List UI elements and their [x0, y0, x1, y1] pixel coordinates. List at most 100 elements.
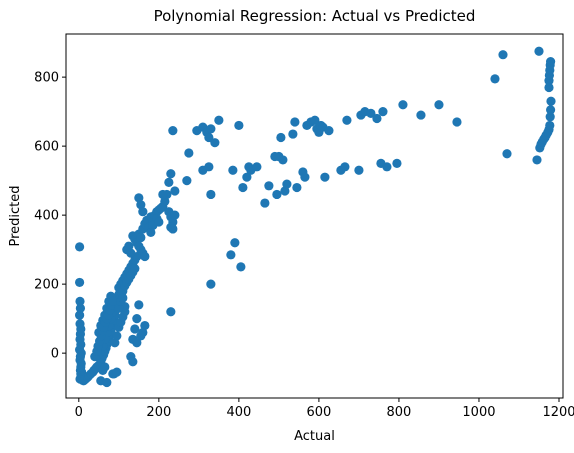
scatter-point [164, 177, 174, 187]
chart-title: Polynomial Regression: Actual vs Predict… [154, 7, 476, 25]
scatter-point [546, 57, 556, 67]
scatter-point [372, 113, 382, 124]
scatter-point [75, 277, 85, 288]
y-tick-label: 400 [34, 209, 59, 224]
scatter-point [234, 120, 244, 131]
scatter-point [140, 251, 150, 262]
scatter-point [108, 296, 118, 306]
scatter-point [238, 182, 248, 193]
scatter-point [136, 232, 146, 243]
scatter-point [166, 169, 176, 179]
points-layer [75, 46, 556, 388]
scatter-point [146, 227, 156, 237]
x-tick-label: 1200 [542, 405, 574, 420]
scatter-point [260, 198, 270, 208]
scatter-point [532, 155, 542, 165]
scatter-point [112, 331, 122, 341]
scatter-point [242, 172, 252, 182]
scatter-point [228, 165, 238, 175]
scatter-point [288, 129, 298, 139]
scatter-point [392, 158, 402, 168]
scatter-point [502, 149, 512, 159]
scatter-point [128, 357, 138, 367]
scatter-point [75, 310, 85, 320]
scatter-point [130, 324, 140, 334]
scatter-point [112, 367, 122, 377]
scatter-point [210, 138, 220, 148]
y-axis-label: Predicted [8, 185, 23, 246]
scatter-point [138, 207, 148, 217]
ticks-layer: 0 200 400 600 800 1000 1200 0 200 400 600 800 [34, 71, 574, 420]
scatter-point [154, 217, 164, 227]
scatter-point [545, 120, 555, 131]
scatter-point [214, 115, 224, 125]
scatter-point [100, 362, 110, 372]
y-tick-label: 0 [51, 347, 59, 362]
scatter-point [75, 296, 85, 306]
scatter-point [230, 238, 240, 248]
scatter-point [204, 132, 214, 143]
x-tick-label: 800 [387, 405, 412, 420]
scatter-point [282, 179, 292, 189]
scatter-point [170, 186, 180, 196]
scatter-point [114, 303, 124, 313]
scatter-point [136, 200, 146, 210]
scatter-point [75, 242, 85, 252]
scatter-point [544, 82, 554, 93]
scatter-point [434, 100, 444, 110]
scatter-point [124, 241, 134, 251]
scatter-point [168, 224, 178, 234]
scatter-point [102, 377, 112, 388]
scatter-point [378, 107, 388, 117]
scatter-point [140, 320, 150, 331]
scatter-point [490, 74, 500, 84]
y-tick-label: 800 [34, 71, 59, 86]
x-tick-label: 200 [146, 405, 171, 420]
scatter-point [166, 307, 176, 317]
scatter-point [126, 248, 136, 258]
scatter-point [75, 303, 86, 313]
x-tick-label: 400 [226, 405, 251, 420]
scatter-point [534, 46, 544, 56]
scatter-point [546, 96, 556, 106]
scatter-point [290, 117, 300, 127]
scatter-point [134, 300, 144, 310]
scatter-point [324, 126, 334, 136]
plot-frame [65, 33, 564, 399]
scatter-point [398, 100, 408, 110]
scatter-point [204, 162, 214, 172]
scatter-point [280, 186, 290, 196]
scatter-point [118, 293, 128, 303]
scatter-point [276, 132, 286, 143]
scatter-point [545, 112, 555, 122]
scatter-point [110, 338, 120, 348]
x-tick-label: 600 [306, 405, 331, 420]
y-tick-label: 600 [34, 140, 59, 155]
scatter-point [226, 250, 236, 260]
scatter-point [366, 108, 376, 118]
scatter-point [546, 105, 556, 115]
scatter-point [264, 181, 274, 191]
scatter-point [416, 110, 426, 120]
scatter-point [130, 264, 140, 274]
scatter-point [272, 189, 282, 200]
scatter-point [452, 117, 462, 127]
x-tick-label: 1000 [462, 405, 495, 420]
scatter-point [498, 50, 508, 60]
scatter-point [132, 314, 142, 324]
scatter-point [206, 124, 216, 134]
scatter-point [278, 155, 288, 165]
scatter-point [342, 115, 352, 125]
scatter-point [182, 176, 192, 186]
scatter-point [382, 162, 392, 172]
scatter-point [170, 210, 180, 220]
scatter-point [354, 165, 364, 175]
scatter-point [168, 126, 178, 136]
scatter-point [206, 189, 216, 200]
x-axis-label: Actual [294, 429, 335, 444]
y-tick-label: 200 [34, 278, 59, 293]
scatter-point [134, 193, 144, 203]
x-tick-label: 0 [75, 405, 83, 420]
scatter-point [206, 279, 216, 289]
